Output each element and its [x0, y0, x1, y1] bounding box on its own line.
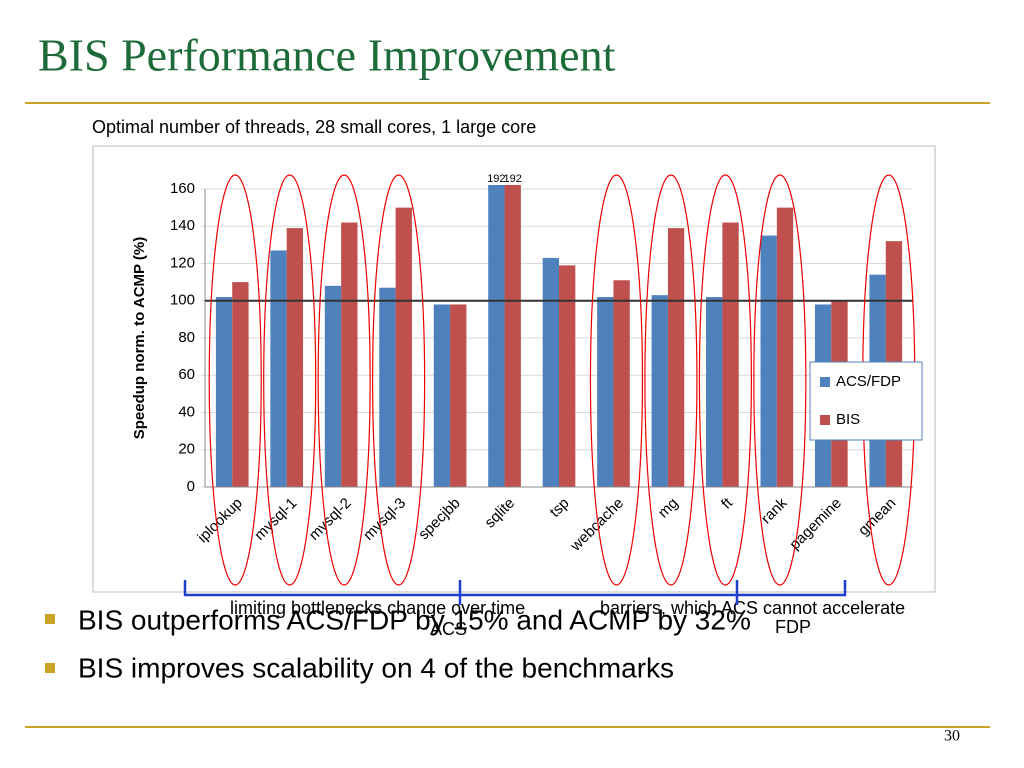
bar: [488, 185, 505, 487]
bar: [651, 295, 668, 487]
bar: [379, 287, 396, 487]
bar: [760, 235, 777, 487]
legend-frame: [809, 361, 923, 441]
bullet-icon: [45, 663, 55, 673]
annotation: FDP: [775, 617, 811, 637]
legend-label: ACS/FDP: [836, 373, 901, 390]
legend-swatch: [820, 377, 830, 387]
page-number: 30: [944, 728, 960, 745]
highlight-ellipse: [263, 174, 317, 586]
bar: [504, 185, 521, 487]
slide-title: BIS Performance Improvement: [38, 30, 616, 81]
bar: [667, 228, 685, 488]
bullet: BIS outperforms ACS/FDP by 15% and ACMP …: [78, 604, 751, 635]
bar: [341, 222, 358, 487]
highlight-ellipse: [372, 174, 426, 586]
bar: [597, 297, 614, 487]
annotation: barriers, which ACS cannot accelerate: [600, 598, 905, 618]
y-tick-label: 20: [178, 441, 195, 458]
bar: [776, 207, 794, 487]
highlight-ellipse: [589, 174, 644, 586]
bracket: [183, 580, 847, 605]
y-tick-label: 0: [187, 478, 195, 495]
highlight-ellipse: [644, 174, 698, 586]
bar: [450, 304, 467, 487]
highlight-ellipse: [698, 174, 752, 586]
y-tick-label: 60: [178, 366, 195, 383]
legend-label: BIS: [836, 411, 860, 428]
bar: [232, 282, 249, 487]
bullet: BIS improves scalability on 4 of the ben…: [78, 652, 674, 683]
y-tick-label: 40: [178, 403, 195, 420]
data-label: 192: [487, 173, 505, 185]
y-tick-label: 140: [170, 217, 195, 234]
bullet-icon: [45, 614, 55, 624]
annotation: limiting bottlenecks change over time: [230, 598, 525, 618]
bars: [215, 185, 903, 488]
bar: [559, 265, 576, 487]
bar: [613, 280, 630, 487]
bar: [706, 297, 723, 487]
highlight-ellipse: [208, 174, 262, 586]
y-tick-label: 160: [170, 180, 195, 197]
bar: [324, 285, 342, 487]
y-tick-label: 100: [170, 292, 195, 309]
y-tick-label: 80: [178, 329, 195, 346]
chart-title: Optimal number of threads, 28 small core…: [92, 117, 536, 137]
bar: [542, 257, 559, 487]
y-tick-label: 120: [170, 254, 195, 271]
bar: [395, 207, 412, 487]
bar: [286, 228, 304, 488]
highlight-ellipse: [317, 174, 371, 586]
data-label: 192: [504, 173, 522, 185]
annotation: ACS: [430, 619, 467, 639]
bar: [433, 304, 451, 487]
bar: [215, 297, 233, 487]
y-axis-label: Speedup norm. to ACMP (%): [131, 237, 148, 440]
bar: [722, 222, 739, 487]
legend-swatch: [820, 415, 830, 425]
highlight-ellipse: [753, 174, 807, 586]
bar: [270, 250, 287, 487]
